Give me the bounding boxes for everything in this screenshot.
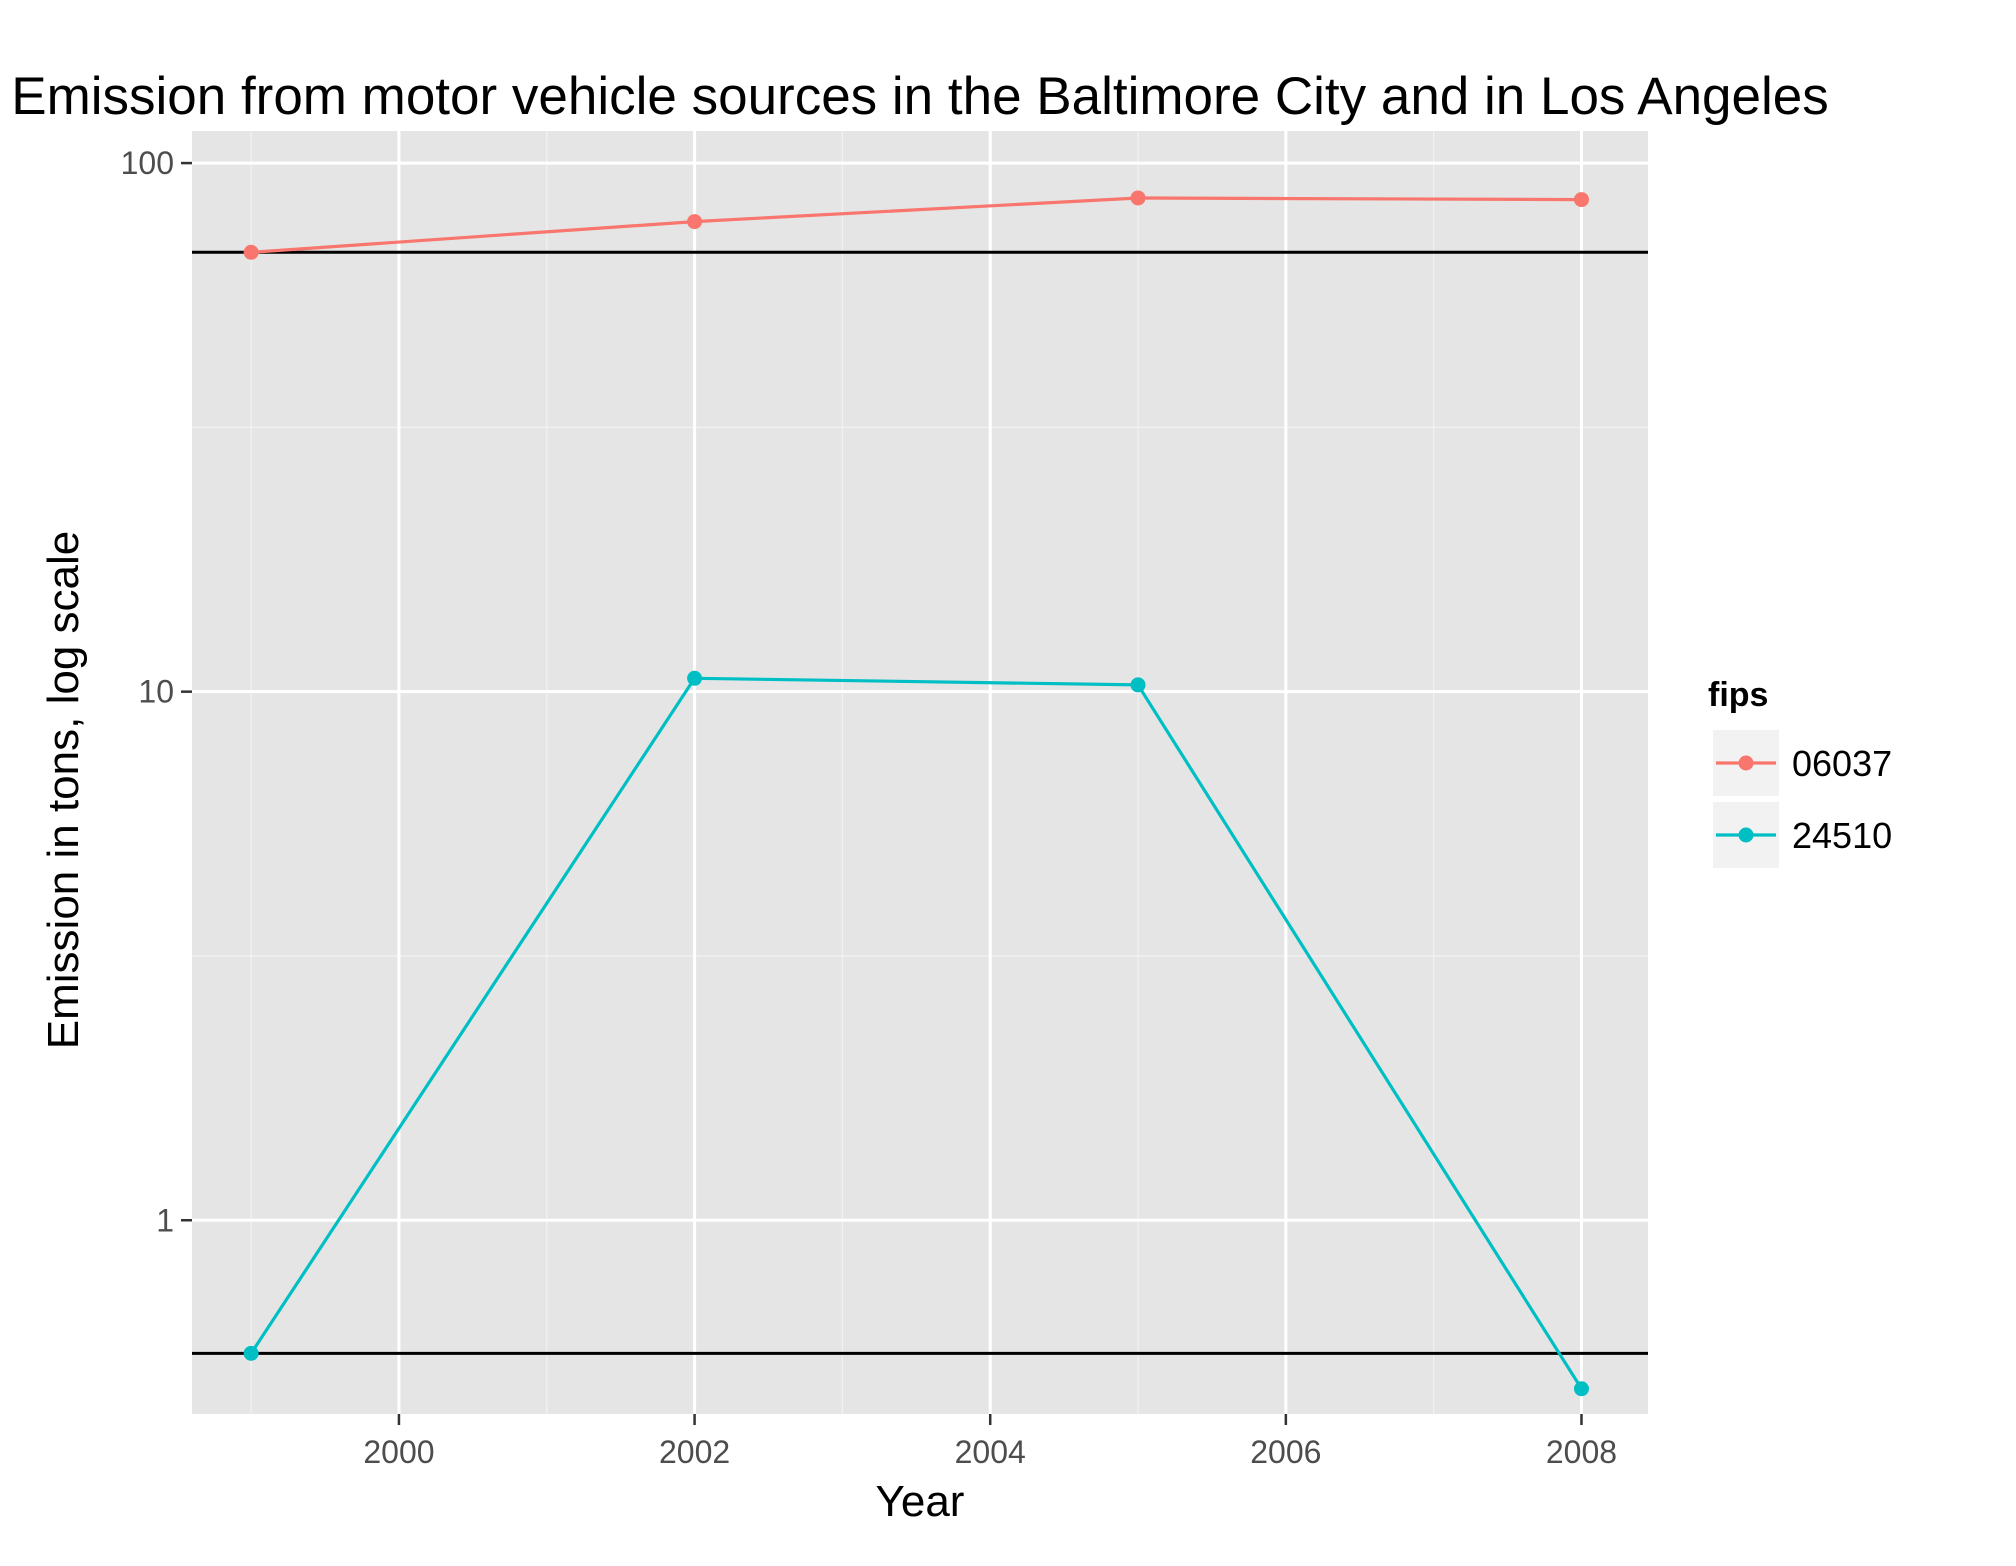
legend-title: fips bbox=[1708, 676, 1768, 714]
data-point-24510 bbox=[1130, 677, 1146, 693]
data-point-06037 bbox=[1130, 190, 1146, 206]
data-point-06037 bbox=[1573, 192, 1589, 208]
series-line-24510 bbox=[249, 676, 1583, 1390]
y-tick-label: 100 bbox=[121, 145, 174, 181]
y-axis-title: Emission in tons, log scale bbox=[39, 531, 88, 1049]
y-tick-label: 10 bbox=[138, 674, 174, 710]
x-tick-label: 2000 bbox=[363, 1434, 434, 1470]
x-tick-label: 2008 bbox=[1546, 1434, 1617, 1470]
data-point-24510 bbox=[243, 1345, 259, 1361]
series-line-06037 bbox=[250, 196, 1582, 254]
data-point-24510 bbox=[687, 670, 703, 686]
data-point-06037 bbox=[687, 214, 703, 230]
reference-lines bbox=[192, 250, 1648, 1355]
plot-panel bbox=[192, 131, 1648, 1414]
legend-label-24510: 24510 bbox=[1792, 815, 1892, 856]
x-axis: 2000 2002 2004 2006 2008 bbox=[363, 1414, 1617, 1470]
chart-title: Emission from motor vehicle sources in t… bbox=[11, 67, 1829, 126]
data-point-06037 bbox=[243, 244, 259, 260]
legend: fips 06037 24510 bbox=[1708, 676, 1892, 870]
x-tick-label: 2004 bbox=[955, 1434, 1026, 1470]
x-axis-title: Year bbox=[876, 1477, 965, 1526]
legend-label-06037: 06037 bbox=[1792, 743, 1892, 784]
y-tick-label: 1 bbox=[156, 1202, 174, 1238]
minor-gridlines bbox=[192, 131, 1648, 1414]
legend-key-point bbox=[1738, 755, 1754, 771]
legend-key-point bbox=[1738, 827, 1754, 843]
x-tick-label: 2006 bbox=[1250, 1434, 1321, 1470]
series-layer bbox=[243, 190, 1589, 1397]
x-tick-label: 2002 bbox=[659, 1434, 730, 1470]
data-point-24510 bbox=[1573, 1381, 1589, 1397]
major-gridlines bbox=[192, 131, 1648, 1414]
y-axis: 1 10 100 bbox=[121, 145, 192, 1238]
